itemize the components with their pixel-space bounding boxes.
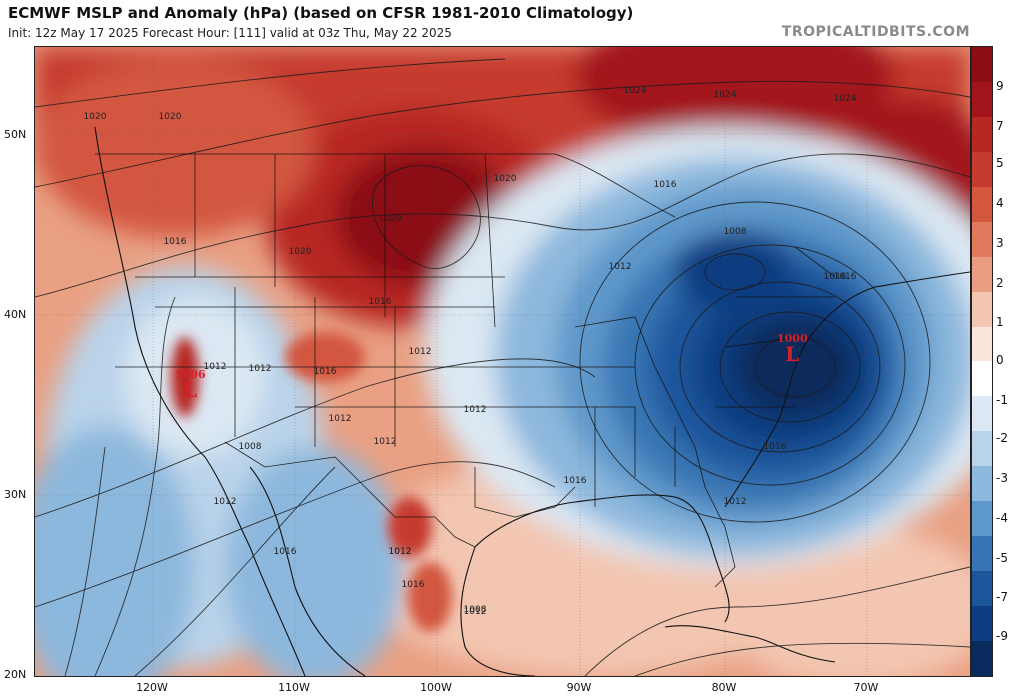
anomaly-colorbar xyxy=(971,46,993,677)
isobar-label: 1016 xyxy=(313,367,337,377)
isobar-label: 1016 xyxy=(401,580,425,590)
colorbar-segment xyxy=(972,81,992,117)
isobar-label: 1016 xyxy=(823,272,847,282)
colorbar-segment xyxy=(972,361,992,397)
colorbar-segment xyxy=(972,536,992,572)
colorbar-tick-label: 4 xyxy=(996,196,1004,210)
colorbar-segment xyxy=(972,256,992,292)
isobar-label: 1016 xyxy=(368,297,392,307)
colorbar-segment xyxy=(972,571,992,606)
isobar-label: 1020 xyxy=(288,247,312,257)
lon-label-100w: 100W xyxy=(420,681,452,694)
lon-label-90w: 90W xyxy=(566,681,592,694)
isobar-label: 1020 xyxy=(158,112,182,122)
map-subtitle: Init: 12z May 17 2025 Forecast Hour: [11… xyxy=(8,26,452,40)
political-borders xyxy=(95,153,836,588)
colorbar-tick-label: -7 xyxy=(996,590,1008,604)
isobar-label: 1024 xyxy=(713,90,737,100)
colorbar-tick-label: 1 xyxy=(996,315,1004,329)
colorbar-segment xyxy=(972,466,992,502)
isobar-label: 1012 xyxy=(328,414,352,424)
colorbar-segment xyxy=(972,326,992,362)
colorbar-tick-label: -2 xyxy=(996,431,1008,445)
isobar-label: 1012 xyxy=(388,547,412,557)
colorbar-segment xyxy=(972,501,992,537)
lat-label-40n: 40N xyxy=(4,308,27,321)
colorbar-tick-label: 2 xyxy=(996,276,1004,290)
isobar-label: 1008 xyxy=(238,442,262,452)
colorbar-segment xyxy=(972,186,992,222)
isobar-label: 1020 xyxy=(493,174,517,184)
colorbar-tick-label: 3 xyxy=(996,236,1004,250)
low-pressure-marker-west: 1006 L xyxy=(175,369,206,400)
isobar-label: 1016 xyxy=(653,180,677,190)
isobar-label: 1016 xyxy=(833,272,857,282)
isobar-label: 1012 xyxy=(213,497,237,507)
isobar-label: 1012 xyxy=(608,262,632,272)
colorbar-segment xyxy=(972,606,992,641)
colorbar-tick-label: 7 xyxy=(996,119,1004,133)
isobar-label: 1016 xyxy=(563,476,587,486)
isobar-label: 1024 xyxy=(623,86,647,96)
isobar-label: 1012 xyxy=(463,607,487,617)
isobar-label: 1020 xyxy=(378,214,402,224)
colorbar-tick-label: -5 xyxy=(996,551,1008,565)
colorbar-segment xyxy=(972,47,992,82)
watermark: TROPICALTIDBITS.COM xyxy=(781,24,970,40)
lat-label-30n: 30N xyxy=(4,488,27,501)
colorbar-segment xyxy=(972,151,992,187)
colorbar-tick-label: -3 xyxy=(996,471,1008,485)
lat-label-20n: 20N xyxy=(4,668,27,681)
low-pressure-value: 1006 xyxy=(175,368,206,381)
colorbar-tick-label: 5 xyxy=(996,156,1004,170)
lon-label-110w: 110W xyxy=(278,681,310,694)
isobar-label: 1012 xyxy=(248,364,272,374)
colorbar-segment xyxy=(972,116,992,152)
isobar-label: 1016 xyxy=(163,237,187,247)
isobar-label: 1012 xyxy=(373,437,397,447)
isobar-label: 1012 xyxy=(388,547,412,557)
colorbar-tick-label: -9 xyxy=(996,629,1008,643)
isobar-label: 1012 xyxy=(723,497,747,507)
colorbar-segment xyxy=(972,291,992,327)
isobar-label: 1020 xyxy=(83,112,107,122)
colorbar-segment xyxy=(972,640,992,676)
isobar-label: 1008 xyxy=(723,227,747,237)
isobar-label: 1016 xyxy=(273,547,297,557)
isobar-label: 1016 xyxy=(763,442,787,452)
isobar-label: 1008 xyxy=(463,605,487,615)
low-pressure-symbol: L xyxy=(785,342,800,366)
isobars xyxy=(35,58,970,676)
colorbar-tick-label: 0 xyxy=(996,353,1004,367)
low-pressure-value: 1000 xyxy=(777,332,808,345)
low-pressure-marker-east: 1000 L xyxy=(777,333,808,364)
isobar-label: 1024 xyxy=(833,94,857,104)
isobar-label: 1012 xyxy=(463,405,487,415)
colorbar-segment xyxy=(972,396,992,432)
map-canvas[interactable]: 1020 1020 1024 1020 1024 1016 1020 1016 1020 1016… xyxy=(34,46,971,677)
colorbar-tick-label: 9 xyxy=(996,79,1004,93)
lon-label-70w: 70W xyxy=(853,681,879,694)
coastlines xyxy=(94,126,970,676)
anomaly-field xyxy=(35,47,970,676)
colorbar-segment xyxy=(972,221,992,257)
isobar-label: 1012 xyxy=(408,347,432,357)
low-pressure-symbol: L xyxy=(183,378,198,402)
colorbar-tick-label: -1 xyxy=(996,393,1008,407)
isobar-label: 1012 xyxy=(203,362,227,372)
lat-label-50n: 50N xyxy=(4,128,27,141)
colorbar-tick-label: -4 xyxy=(996,511,1008,525)
map-title: ECMWF MSLP and Anomaly (hPa) (based on C… xyxy=(8,4,634,22)
lon-label-80w: 80W xyxy=(711,681,737,694)
colorbar-segment xyxy=(972,431,992,467)
lon-label-120w: 120W xyxy=(136,681,168,694)
